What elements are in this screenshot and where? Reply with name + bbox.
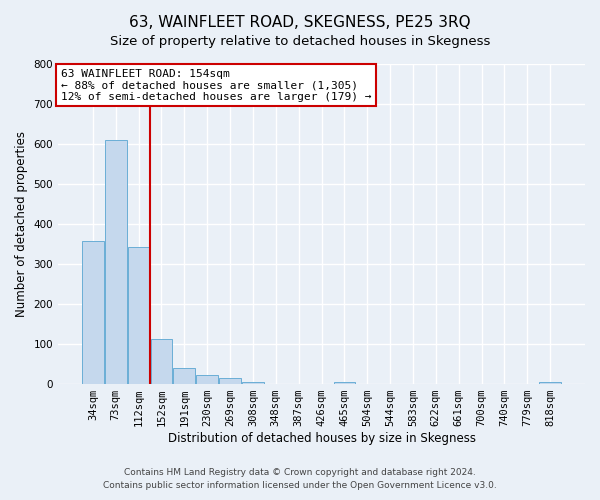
Bar: [128, 247, 149, 384]
Bar: [334, 382, 355, 384]
Bar: [173, 368, 195, 384]
Bar: [151, 339, 172, 384]
Bar: [219, 378, 241, 384]
Text: Contains HM Land Registry data © Crown copyright and database right 2024.
Contai: Contains HM Land Registry data © Crown c…: [103, 468, 497, 490]
Bar: [105, 140, 127, 384]
Bar: [242, 382, 264, 384]
Text: Size of property relative to detached houses in Skegness: Size of property relative to detached ho…: [110, 35, 490, 48]
Y-axis label: Number of detached properties: Number of detached properties: [15, 131, 28, 317]
Bar: [82, 241, 104, 384]
X-axis label: Distribution of detached houses by size in Skegness: Distribution of detached houses by size …: [167, 432, 476, 445]
Text: 63 WAINFLEET ROAD: 154sqm
← 88% of detached houses are smaller (1,305)
12% of se: 63 WAINFLEET ROAD: 154sqm ← 88% of detac…: [61, 69, 371, 102]
Text: 63, WAINFLEET ROAD, SKEGNESS, PE25 3RQ: 63, WAINFLEET ROAD, SKEGNESS, PE25 3RQ: [129, 15, 471, 30]
Bar: [196, 376, 218, 384]
Bar: [539, 382, 561, 384]
